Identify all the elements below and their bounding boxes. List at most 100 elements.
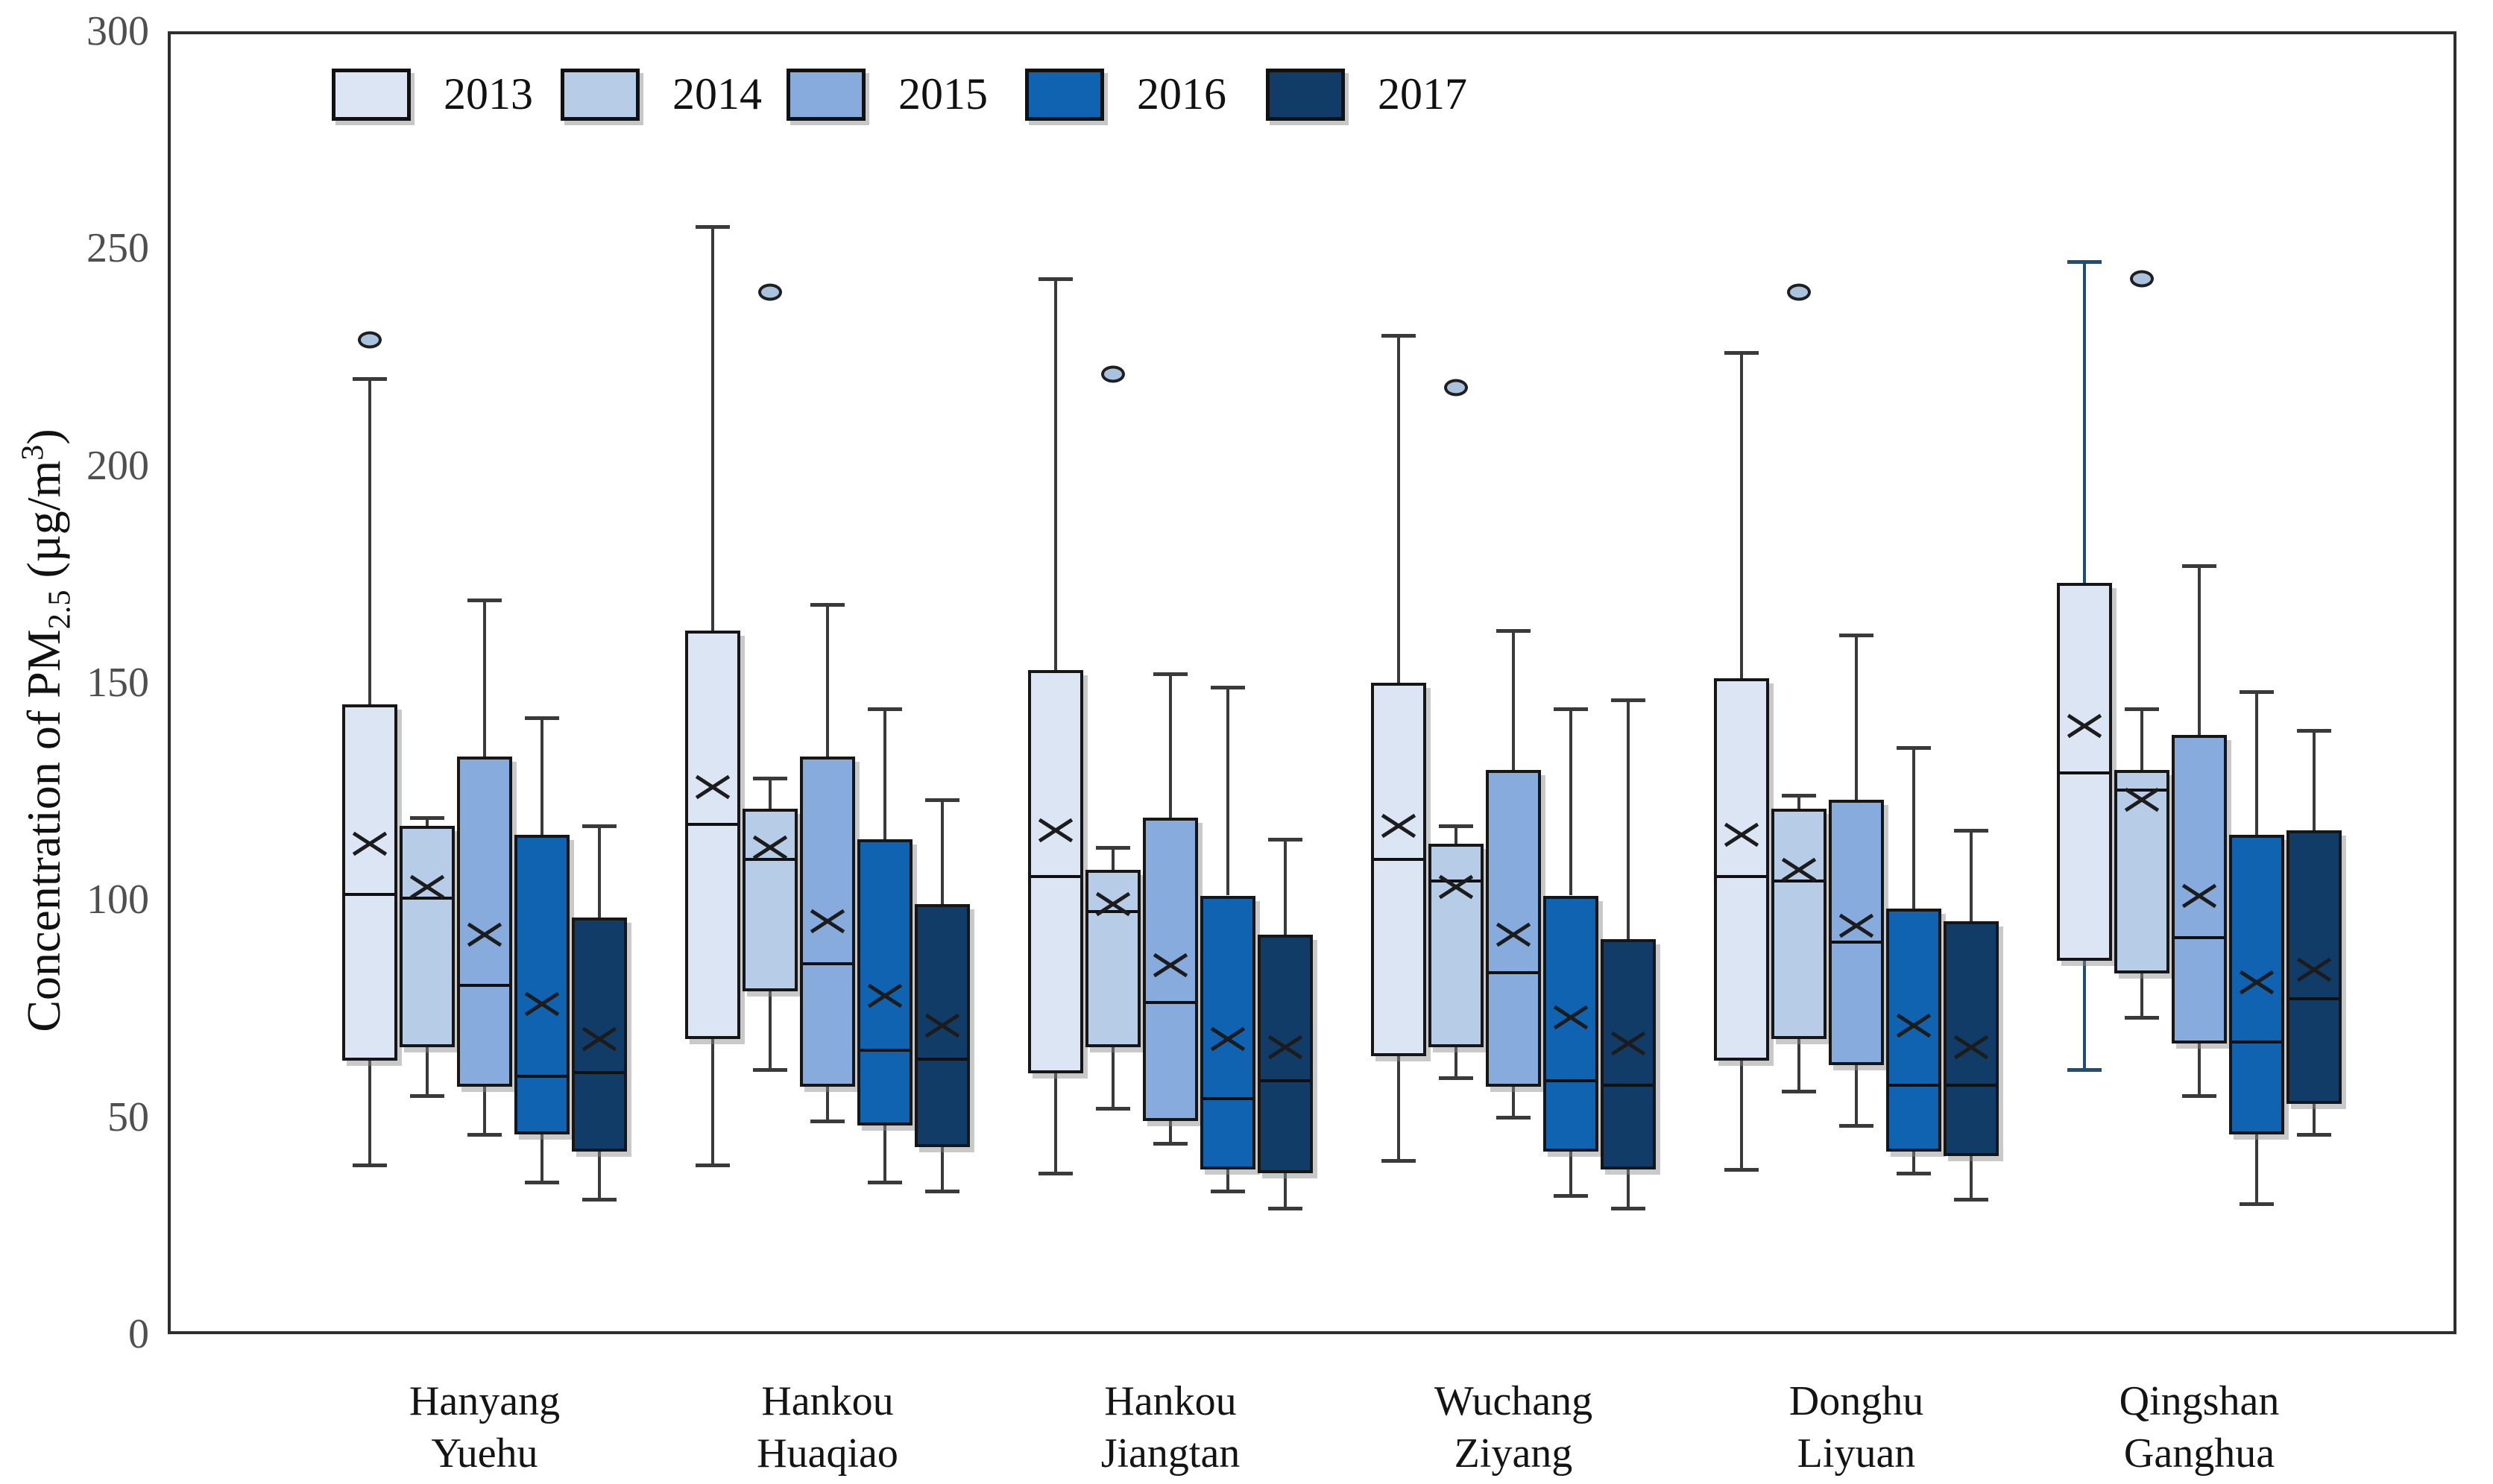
mean-marker-hankou-huaqiao-2016 [866,979,904,1012]
median-hanyang-yuehu-2013 [345,892,394,896]
y-tick-label-200: 200 [86,442,149,489]
whisker-high-cap-qingshan-ganghua-2014 [2125,707,2159,711]
whisker-low-hankou-huaqiao-2016 [883,1125,886,1183]
whisker-high-cap-hankou-huaqiao-2014 [753,777,787,781]
whisker-low-cap-wuchang-ziyang-2014 [1439,1076,1473,1081]
y-tick-label-300: 300 [86,8,149,54]
whisker-low-cap-wuchang-ziyang-2016 [1554,1193,1588,1198]
whisker-high-cap-hanyang-yuehu-2013 [353,377,387,382]
whisker-low-hankou-jiangtan-2015 [1169,1121,1172,1143]
mean-marker-qingshan-ganghua-2016 [2237,966,2276,999]
median-wuchang-ziyang-2016 [1546,1079,1595,1083]
whisker-low-cap-hankou-huaqiao-2015 [810,1120,845,1124]
whisker-low-donghu-liyuan-2016 [1912,1152,1915,1174]
whisker-high-cap-wuchang-ziyang-2017 [1611,698,1645,703]
mean-marker-hankou-huaqiao-2017 [923,1009,962,1042]
mean-marker-donghu-liyuan-2016 [1894,1009,1933,1042]
whisker-high-qingshan-ganghua-2014 [2140,708,2143,770]
median-hanyang-yuehu-2015 [460,984,509,988]
whisker-low-cap-wuchang-ziyang-2013 [1381,1158,1416,1163]
x-label-line: Hanyang [409,1378,561,1424]
whisker-high-hanyang-yuehu-2013 [368,379,371,705]
box-hankou-huaqiao-2013 [685,631,740,1039]
whisker-low-hanyang-yuehu-2014 [426,1047,429,1096]
whisker-low-cap-hankou-jiangtan-2015 [1153,1141,1188,1146]
whisker-high-cap-wuchang-ziyang-2016 [1554,707,1588,711]
median-donghu-liyuan-2016 [1889,1084,1938,1087]
whisker-low-cap-hanyang-yuehu-2016 [525,1181,559,1185]
whisker-high-wuchang-ziyang-2016 [1569,708,1572,896]
median-hankou-jiangtan-2015 [1146,1001,1195,1005]
whisker-high-cap-hankou-huaqiao-2013 [696,225,730,230]
mean-marker-hanyang-yuehu-2013 [350,827,389,860]
legend-label-2016: 2016 [1137,69,1226,119]
median-hankou-jiangtan-2017 [1261,1079,1310,1083]
median-donghu-liyuan-2017 [1947,1084,1996,1087]
whisker-high-hanyang-yuehu-2014 [426,817,429,827]
mean-marker-donghu-liyuan-2014 [1780,853,1818,886]
box-hanyang-yuehu-2016 [514,834,570,1134]
whisker-high-hankou-huaqiao-2017 [941,800,944,905]
mean-marker-wuchang-ziyang-2014 [1437,871,1475,903]
whisker-low-wuchang-ziyang-2014 [1454,1047,1457,1079]
mean-marker-hankou-jiangtan-2015 [1151,949,1190,982]
whisker-low-cap-qingshan-ganghua-2015 [2182,1093,2216,1098]
whisker-high-qingshan-ganghua-2015 [2198,565,2201,735]
whisker-high-qingshan-ganghua-2013 [2083,261,2086,583]
whisker-high-cap-hankou-jiangtan-2016 [1211,685,1245,689]
whisker-high-cap-hanyang-yuehu-2015 [467,599,502,603]
whisker-low-cap-hankou-jiangtan-2016 [1211,1189,1245,1193]
x-label-line: Qingshan [2119,1378,2280,1424]
mean-marker-hankou-jiangtan-2014 [1094,888,1132,921]
x-label-line: Hankou [1104,1378,1237,1424]
whisker-high-cap-qingshan-ganghua-2015 [2182,563,2216,568]
whisker-low-cap-hankou-huaqiao-2017 [925,1189,959,1193]
whisker-high-hanyang-yuehu-2016 [540,717,543,835]
whisker-low-cap-wuchang-ziyang-2017 [1611,1207,1645,1211]
whisker-low-cap-hankou-huaqiao-2016 [868,1181,902,1185]
outlier-qingshan-ganghua-2014-0 [2130,270,2154,288]
mean-marker-qingshan-ganghua-2015 [2180,880,2219,912]
whisker-high-cap-hankou-jiangtan-2017 [1268,837,1302,842]
mean-marker-qingshan-ganghua-2017 [2295,953,2333,986]
whisker-high-hankou-huaqiao-2015 [826,604,829,757]
median-qingshan-ganghua-2015 [2175,935,2224,939]
whisker-high-wuchang-ziyang-2013 [1397,335,1400,683]
whisker-high-cap-donghu-liyuan-2014 [1782,794,1816,798]
whisker-low-cap-hanyang-yuehu-2017 [582,1198,617,1202]
whisker-high-cap-hanyang-yuehu-2016 [525,716,559,720]
y-tick-label-100: 100 [86,877,149,923]
whisker-high-wuchang-ziyang-2017 [1627,700,1630,939]
whisker-high-qingshan-ganghua-2017 [2313,730,2316,831]
whisker-high-hankou-huaqiao-2014 [769,778,772,809]
median-qingshan-ganghua-2013 [2060,771,2109,774]
whisker-low-hankou-jiangtan-2016 [1226,1169,1229,1191]
whisker-low-hanyang-yuehu-2015 [483,1086,486,1134]
median-hanyang-yuehu-2016 [517,1075,567,1079]
whisker-high-cap-wuchang-ziyang-2015 [1496,629,1531,634]
whisker-low-wuchang-ziyang-2015 [1512,1086,1515,1117]
y-axis-title-subscript: 2.5 [42,590,78,630]
whisker-high-cap-hankou-jiangtan-2013 [1039,277,1073,282]
whisker-high-donghu-liyuan-2017 [1970,830,1973,922]
mean-marker-hanyang-yuehu-2014 [408,871,447,903]
x-label-qingshan-ganghua: Qingshan Ganghua [2119,1375,2280,1480]
whisker-low-cap-donghu-liyuan-2013 [1724,1167,1759,1172]
whisker-high-hankou-jiangtan-2015 [1169,674,1172,818]
whisker-high-donghu-liyuan-2016 [1912,748,1915,909]
whisker-high-hankou-jiangtan-2014 [1112,847,1115,870]
whisker-low-cap-qingshan-ganghua-2016 [2240,1202,2274,1207]
whisker-high-hankou-huaqiao-2013 [711,227,714,631]
legend-swatch-2013 [332,69,411,121]
legend-label-2015: 2015 [898,69,988,119]
legend-swatch-2016 [1025,69,1104,121]
outlier-hanyang-yuehu-2013-0 [358,331,382,349]
outlier-hankou-jiangtan-2014-0 [1101,365,1125,383]
x-label-wuchang-ziyang: Wuchang Ziyang [1434,1375,1592,1480]
x-label-hankou-jiangtan: Hankou Jiangtan [1101,1375,1241,1480]
whisker-low-wuchang-ziyang-2013 [1397,1056,1400,1161]
legend-label-2017: 2017 [1378,69,1467,119]
x-label-line: Liyuan [1797,1430,1916,1477]
x-label-hanyang-yuehu: Hanyang Yuehu [409,1375,560,1480]
box-hankou-jiangtan-2013 [1028,669,1083,1074]
